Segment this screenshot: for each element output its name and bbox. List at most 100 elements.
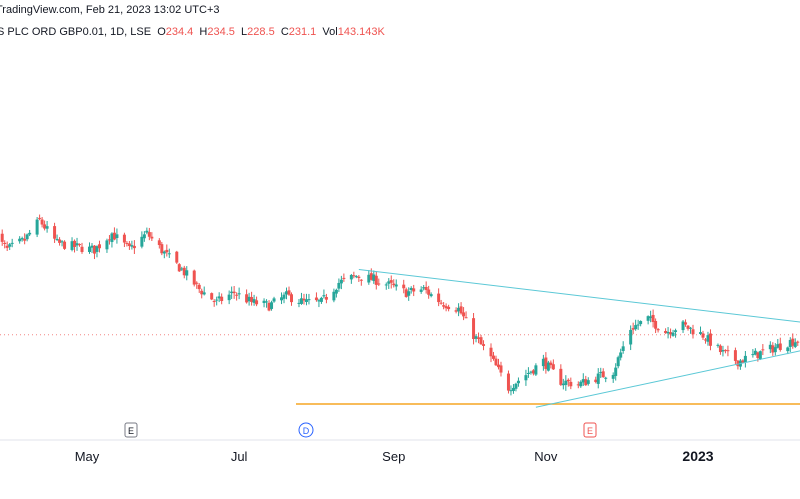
candle[interactable]: [689, 327, 693, 329]
candle[interactable]: [599, 372, 603, 374]
candle[interactable]: [297, 302, 301, 304]
candle[interactable]: [73, 240, 77, 247]
candle[interactable]: [319, 297, 323, 302]
candle[interactable]: [424, 286, 428, 290]
candle[interactable]: [349, 274, 353, 280]
upper-trendline[interactable]: [358, 269, 800, 326]
candle[interactable]: [142, 234, 146, 239]
candle[interactable]: [215, 299, 219, 301]
candle[interactable]: [23, 238, 27, 241]
candle[interactable]: [324, 297, 328, 300]
candle[interactable]: [479, 337, 483, 345]
candle[interactable]: [666, 331, 670, 334]
candle[interactable]: [272, 298, 276, 302]
lower-trendline[interactable]: [535, 345, 800, 408]
candle[interactable]: [761, 349, 765, 351]
candle[interactable]: [494, 358, 498, 366]
candle[interactable]: [778, 343, 782, 350]
candle[interactable]: [786, 347, 790, 352]
candle[interactable]: [726, 350, 730, 352]
candle[interactable]: [377, 283, 381, 285]
candle[interactable]: [87, 246, 91, 253]
candle[interactable]: [664, 330, 668, 334]
candle[interactable]: [387, 281, 391, 284]
candle[interactable]: [342, 277, 346, 279]
candle[interactable]: [706, 335, 710, 342]
candle[interactable]: [584, 379, 588, 386]
candle[interactable]: [252, 299, 256, 303]
candle[interactable]: [230, 291, 234, 294]
candle[interactable]: [489, 347, 493, 357]
candle[interactable]: [616, 357, 620, 367]
candle[interactable]: [656, 329, 660, 331]
candle[interactable]: [636, 324, 640, 326]
candle[interactable]: [92, 245, 96, 254]
candle[interactable]: [524, 375, 528, 381]
candle[interactable]: [776, 344, 780, 348]
candle[interactable]: [526, 372, 530, 374]
candle[interactable]: [130, 245, 134, 247]
candle[interactable]: [511, 387, 515, 391]
candle[interactable]: [389, 280, 393, 283]
candle[interactable]: [474, 336, 478, 339]
candle[interactable]: [671, 332, 675, 336]
candle[interactable]: [564, 380, 568, 385]
candle[interactable]: [384, 284, 388, 286]
candle[interactable]: [289, 294, 293, 303]
candle[interactable]: [90, 245, 94, 248]
candle[interactable]: [773, 347, 777, 353]
candle[interactable]: [267, 302, 271, 311]
candle[interactable]: [686, 325, 690, 329]
candle[interactable]: [374, 275, 378, 285]
candle[interactable]: [160, 244, 164, 254]
candle[interactable]: [97, 244, 101, 249]
candle[interactable]: [674, 330, 678, 332]
candle[interactable]: [112, 232, 116, 240]
candle[interactable]: [60, 241, 64, 243]
candle[interactable]: [594, 379, 598, 383]
candle[interactable]: [506, 373, 510, 391]
candle[interactable]: [359, 279, 363, 281]
candle[interactable]: [429, 294, 433, 297]
candle[interactable]: [601, 371, 605, 378]
candle[interactable]: [322, 295, 326, 297]
candle[interactable]: [611, 374, 615, 379]
candle[interactable]: [367, 274, 371, 283]
candle[interactable]: [105, 240, 109, 250]
candle[interactable]: [646, 316, 650, 321]
candle[interactable]: [394, 284, 398, 287]
candle[interactable]: [654, 320, 658, 329]
candle[interactable]: [245, 294, 249, 303]
candle[interactable]: [354, 276, 358, 278]
candle[interactable]: [771, 345, 775, 353]
candle[interactable]: [796, 341, 800, 343]
candle[interactable]: [177, 264, 181, 272]
candle[interactable]: [40, 219, 44, 225]
candle[interactable]: [304, 299, 308, 302]
candle[interactable]: [561, 383, 565, 386]
candle[interactable]: [182, 267, 186, 276]
candle[interactable]: [282, 294, 286, 299]
candle[interactable]: [20, 238, 24, 240]
candle[interactable]: [339, 279, 343, 284]
candle[interactable]: [427, 289, 431, 295]
candle[interactable]: [115, 234, 119, 238]
candle[interactable]: [80, 246, 84, 252]
candle[interactable]: [691, 329, 695, 335]
candle[interactable]: [439, 302, 443, 304]
candle[interactable]: [197, 284, 201, 290]
candle[interactable]: [352, 275, 356, 277]
candle[interactable]: [743, 355, 747, 363]
candle[interactable]: [285, 291, 289, 295]
candle[interactable]: [559, 368, 563, 385]
candle[interactable]: [596, 373, 600, 384]
candle[interactable]: [18, 238, 22, 242]
candle[interactable]: [581, 379, 585, 383]
candle[interactable]: [28, 232, 32, 235]
candle[interactable]: [58, 239, 62, 243]
candle[interactable]: [629, 329, 633, 345]
candle[interactable]: [733, 350, 737, 361]
candle[interactable]: [392, 283, 396, 286]
candle[interactable]: [317, 300, 321, 302]
candle[interactable]: [496, 364, 500, 368]
